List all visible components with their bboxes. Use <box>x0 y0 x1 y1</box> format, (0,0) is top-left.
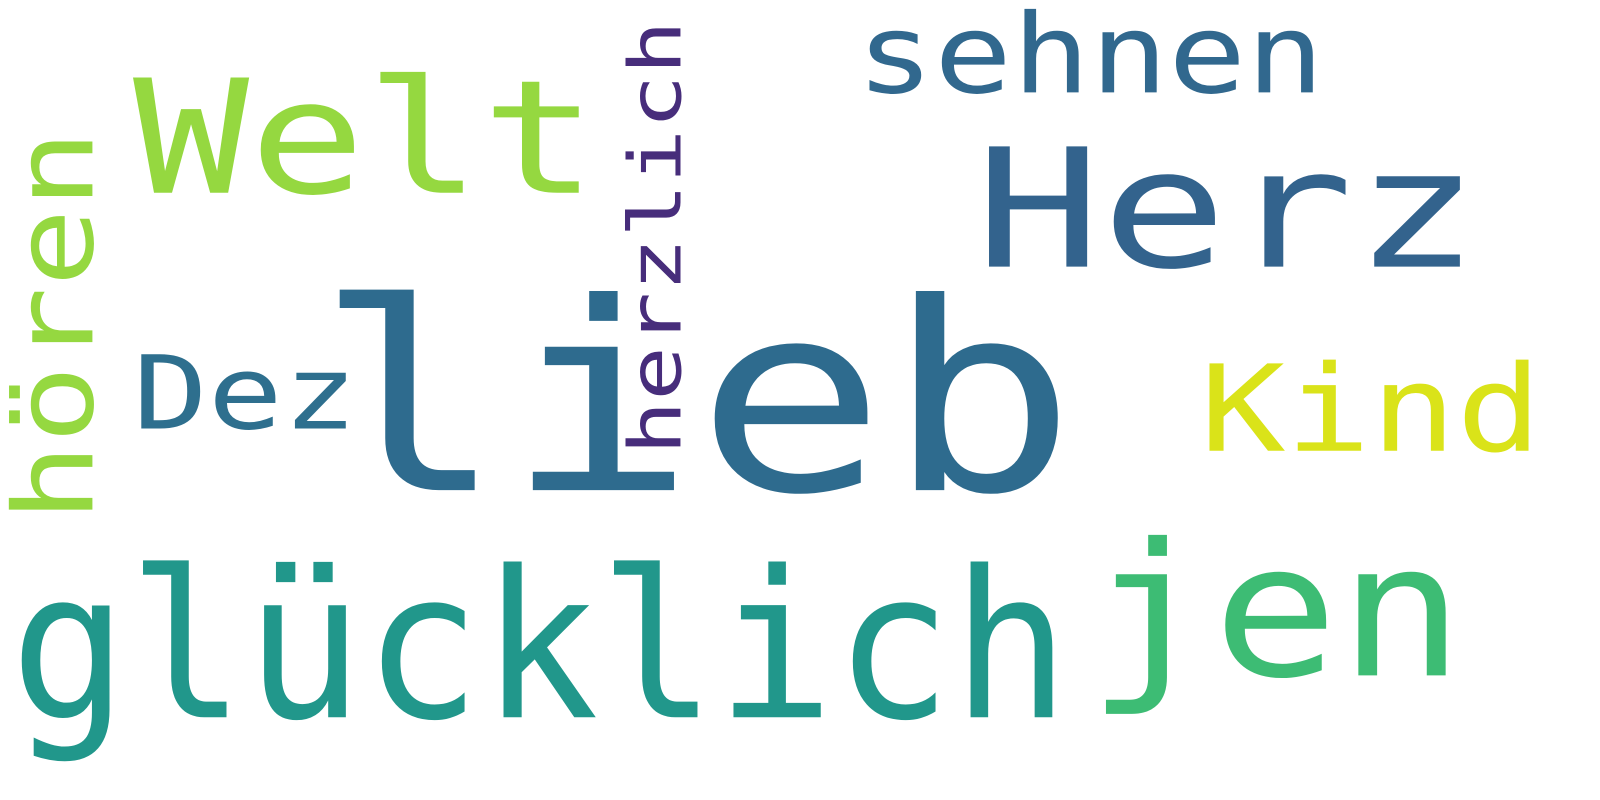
word-herzlich: herzlich <box>613 20 698 456</box>
word-gluecklich: glücklich <box>10 526 1070 767</box>
word-dez: Dez <box>133 333 358 454</box>
word-herz: Herz <box>975 113 1480 307</box>
word-jen: jen <box>1087 503 1465 720</box>
word-sehnen: sehnen <box>856 0 1325 119</box>
word-hoeren: hören <box>0 129 119 522</box>
word-kind: Kind <box>1200 339 1542 480</box>
word-welt: Welt <box>133 45 598 231</box>
word-lieb: lieb <box>315 246 1077 553</box>
